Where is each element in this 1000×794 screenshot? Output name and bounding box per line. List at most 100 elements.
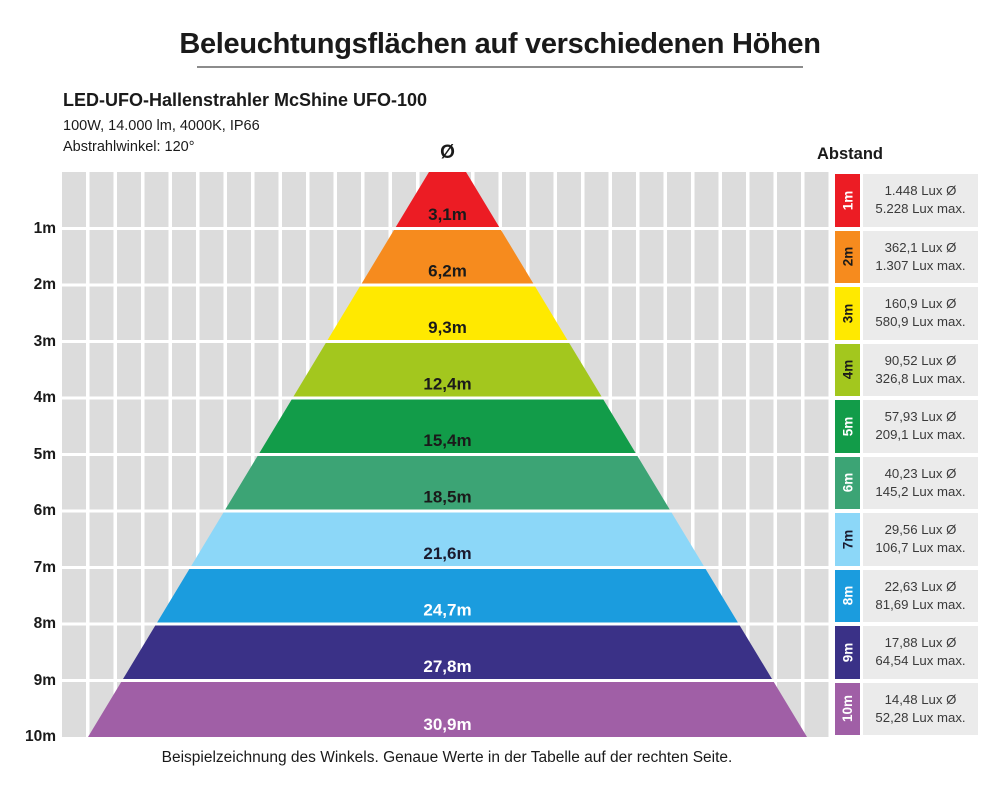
distance-cell: 2m	[835, 230, 860, 283]
distance-cell: 5m	[835, 400, 860, 453]
distance-cell: 3m	[835, 287, 860, 340]
lux-max: 52,28 Lux max.	[875, 709, 966, 725]
pyramid-band	[259, 399, 636, 453]
band-diameter-label: 9,3m	[428, 318, 467, 337]
band-separator	[62, 566, 832, 569]
lux-avg: 22,63 Lux Ø	[884, 578, 957, 594]
lux-info-box: 160,9 Lux Ø 580,9 Lux max.	[863, 287, 978, 340]
height-axis: 1m 2m 3m 4m 5m 6m 7m 8m 9m 10m	[0, 172, 57, 746]
diameter-axis-symbol: Ø	[440, 142, 455, 163]
band-diameter-label: 24,7m	[423, 601, 471, 620]
band-diameter-label: 27,8m	[423, 657, 471, 676]
lux-info-box: 40,23 Lux Ø 145,2 Lux max.	[863, 456, 978, 509]
pyramid-band	[293, 343, 602, 397]
pyramid-band	[361, 230, 534, 284]
pyramid-band	[225, 456, 670, 510]
table-row: 4m 90,52 Lux Ø 326,8 Lux max.	[835, 343, 978, 396]
lux-info-box: 1.448 Lux Ø 5.228 Lux max.	[863, 174, 978, 227]
distance-cell-label: 7m	[839, 529, 855, 550]
height-axis-label: 2m	[33, 276, 56, 293]
band-diameter-label: 12,4m	[423, 375, 471, 394]
height-axis-label: 9m	[33, 671, 56, 689]
table-row: 10m 14,48 Lux Ø 52,28 Lux max.	[835, 682, 978, 735]
table-row: 9m 17,88 Lux Ø 64,54 Lux max.	[835, 626, 978, 679]
distance-cell: 6m	[835, 456, 860, 509]
distance-cell: 9m	[835, 626, 860, 679]
band-diameter-label: 21,6m	[423, 544, 471, 563]
lux-max: 580,9 Lux max.	[875, 314, 966, 330]
lux-avg: 160,9 Lux Ø	[884, 296, 957, 312]
lux-max: 209,1 Lux max.	[875, 427, 966, 443]
distance-cell-label: 8m	[839, 585, 855, 606]
distance-cell: 1m	[835, 174, 860, 227]
distance-cell-label: 6m	[839, 472, 855, 493]
band-diameter-label: 3,1m	[428, 205, 467, 224]
distance-cell: 7m	[835, 513, 860, 566]
table-row: 8m 22,63 Lux Ø 81,69 Lux max.	[835, 569, 978, 622]
footer-note: Beispielzeichnung des Winkels. Genaue We…	[161, 749, 733, 766]
lux-info-box: 90,52 Lux Ø 326,8 Lux max.	[863, 343, 978, 396]
distance-cell: 8m	[835, 569, 860, 622]
distance-cell-label: 9m	[839, 642, 855, 663]
lux-info-box: 22,63 Lux Ø 81,69 Lux max.	[863, 569, 978, 622]
distance-cell: 4m	[835, 343, 860, 396]
lux-avg: 29,56 Lux Ø	[884, 522, 957, 538]
distance-lux-table: 1m 1.448 Lux Ø 5.228 Lux max. 2m 362,1 Lux Ø…	[835, 172, 978, 737]
distance-cell-label: 2m	[839, 246, 855, 267]
height-axis-label: 10m	[24, 728, 56, 745]
distance-cell: 10m	[835, 682, 860, 735]
lux-avg: 17,88 Lux Ø	[884, 635, 957, 651]
band-diameter-label: 15,4m	[423, 431, 471, 450]
pyramid-band	[157, 569, 738, 623]
height-axis-label: 6m	[33, 502, 56, 519]
band-diameter-label: 6,2m	[428, 262, 467, 281]
lux-avg: 1.448 Lux Ø	[884, 183, 957, 199]
lux-max: 1.307 Lux max.	[875, 257, 966, 273]
band-separator	[62, 396, 832, 400]
table-row: 1m 1.448 Lux Ø 5.228 Lux max.	[835, 174, 978, 227]
band-diameter-label: 30,9m	[423, 715, 471, 734]
band-separator	[62, 622, 832, 626]
distance-cell-label: 5m	[839, 416, 855, 437]
pyramid-band	[191, 512, 704, 566]
lux-max: 326,8 Lux max.	[875, 370, 966, 386]
distance-cell-label: 10m	[840, 695, 855, 723]
lux-info-box: 57,93 Lux Ø 209,1 Lux max.	[863, 400, 978, 453]
band-separator	[62, 340, 832, 343]
distance-cell-label: 4m	[839, 359, 855, 380]
lux-max: 106,7 Lux max.	[875, 540, 966, 556]
table-row: 7m 29,56 Lux Ø 106,7 Lux max.	[835, 513, 978, 566]
table-row: 5m 57,93 Lux Ø 209,1 Lux max.	[835, 400, 978, 453]
lux-max: 5.228 Lux max.	[875, 201, 966, 217]
pyramid-band	[395, 172, 500, 227]
height-axis-label: 8m	[33, 615, 56, 632]
band-separator	[62, 453, 832, 456]
lux-info-box: 362,1 Lux Ø 1.307 Lux max.	[863, 230, 978, 283]
table-row: 3m 160,9 Lux Ø 580,9 Lux max.	[835, 287, 978, 340]
product-info: LED-UFO-Hallenstrahler McShine UFO-100 1…	[63, 90, 427, 158]
lux-avg: 40,23 Lux Ø	[884, 465, 957, 481]
pyramid-svg: 3,1m 6,2m 9,3m 12,4m 15,4m 18,5m 21,6m 24,7m 27,…	[62, 172, 832, 737]
band-separator	[62, 679, 832, 682]
lux-avg: 362,1 Lux Ø	[884, 239, 957, 255]
lux-avg: 57,93 Lux Ø	[884, 409, 957, 425]
distance-cell-label: 1m	[839, 190, 855, 211]
product-name: LED-UFO-Hallenstrahler McShine UFO-100	[63, 90, 428, 110]
lux-avg: 14,48 Lux Ø	[884, 691, 957, 707]
lux-max: 64,54 Lux max.	[875, 653, 966, 669]
height-axis-label: 7m	[33, 558, 56, 576]
distance-column-header: Abstand	[817, 145, 883, 163]
pyramid-band	[123, 625, 772, 679]
product-beam-angle: Abstrahlwinkel: 120°	[63, 139, 195, 155]
band-separator	[62, 227, 832, 230]
height-axis-label: 3m	[33, 332, 56, 350]
lux-info-box: 29,56 Lux Ø 106,7 Lux max.	[863, 513, 978, 566]
height-axis-label: 4m	[33, 389, 56, 406]
lux-avg: 90,52 Lux Ø	[884, 352, 957, 368]
lux-max: 81,69 Lux max.	[875, 596, 966, 612]
band-separator	[62, 283, 832, 287]
band-separator	[62, 509, 832, 513]
title-underline	[197, 66, 803, 68]
distance-cell-label: 3m	[839, 303, 855, 324]
